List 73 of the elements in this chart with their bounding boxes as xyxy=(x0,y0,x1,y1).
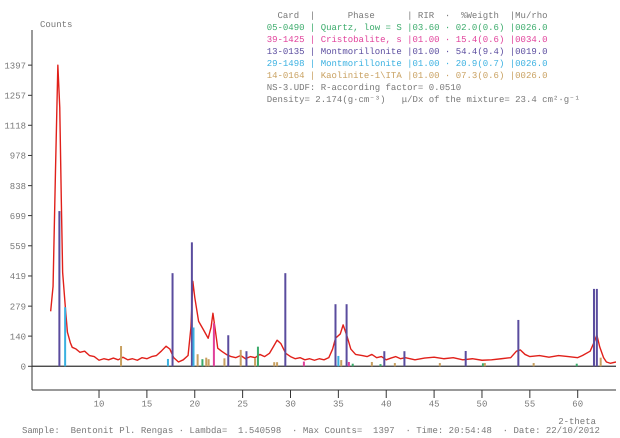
bar xyxy=(201,359,204,366)
bar xyxy=(438,363,441,366)
x-tick-label: 35 xyxy=(332,399,344,410)
bar xyxy=(276,362,278,366)
bar xyxy=(596,288,598,366)
bar xyxy=(284,273,286,366)
y-tick-label: 140 xyxy=(10,332,26,342)
bar xyxy=(190,242,193,366)
bar xyxy=(340,360,342,366)
bar xyxy=(254,358,256,366)
annotation: Density= 2.174(g·cm⁻³) μ/Dx of the mixture= 23.4 cm²·g⁻¹ xyxy=(266,94,580,106)
bar xyxy=(600,358,602,366)
bar xyxy=(196,354,199,366)
bar xyxy=(403,351,406,366)
x-tick-label: 30 xyxy=(285,399,296,410)
y-tick-label: 838 xyxy=(10,182,26,192)
x-tick-label: 45 xyxy=(428,399,440,410)
x-tick-label: 40 xyxy=(380,399,392,410)
bar xyxy=(370,362,373,366)
text: 05-0490 | Quartz, low = S |03.60 · 02.0(0.6) |0026.0 xyxy=(266,22,549,34)
x-tick-label: 15 xyxy=(141,399,152,410)
x-tick-label: 25 xyxy=(237,399,248,410)
annotation: NS-3.UDF: R-according factor= 0.0510 xyxy=(266,82,462,94)
legend-title: Card | Phase | RIR · %Weigth |Mu/rho xyxy=(276,10,549,22)
y-tick-label: 1118 xyxy=(4,121,26,132)
y-tick-label: 559 xyxy=(10,242,26,252)
bar xyxy=(464,350,467,366)
text: Sample: Bentonit Pl. Rengas · Lambda= 1.540598 · Max Counts= 1397 · Time: 20:54:48 · Date: 22/10/2012 xyxy=(22,426,600,436)
x-tick-label: 20 xyxy=(189,399,200,410)
bar xyxy=(394,363,396,366)
text: 13-0135 | Montmorillonite |01.00 · 54.4(9.4) |0019.0 xyxy=(266,46,549,58)
bar xyxy=(302,362,305,366)
bar xyxy=(334,304,336,366)
y-tick-label: 1397 xyxy=(4,61,26,72)
bar xyxy=(192,327,195,366)
y-tick-label: 279 xyxy=(10,302,26,312)
y-tick-label: 978 xyxy=(10,152,26,162)
bar xyxy=(227,335,230,366)
bar xyxy=(166,358,169,366)
bar xyxy=(352,364,354,366)
bar xyxy=(517,320,520,366)
x-tick-label: 50 xyxy=(476,399,488,410)
bar xyxy=(592,288,595,366)
bar xyxy=(346,304,348,366)
bar xyxy=(576,364,578,366)
y-tick-label: 0 xyxy=(20,362,26,372)
y-axis-title: Counts xyxy=(40,20,72,30)
bar xyxy=(208,359,210,366)
text: 39-1425 | Cristobalite, s |01.00 · 15.4(0.6) |0034.0 xyxy=(266,34,549,46)
x-tick-label: 10 xyxy=(94,399,104,410)
y-tick-label: 419 xyxy=(10,272,26,282)
bar xyxy=(273,362,276,366)
bar xyxy=(256,346,259,366)
bar xyxy=(58,211,60,366)
bar xyxy=(348,362,350,366)
x-tick-label: 55 xyxy=(524,399,536,410)
bar xyxy=(120,346,122,366)
bar xyxy=(337,356,340,366)
x-tick-label: 60 xyxy=(572,399,584,410)
bar xyxy=(212,323,215,366)
y-tick-label: 699 xyxy=(10,212,26,222)
bar xyxy=(205,358,208,366)
bar xyxy=(383,351,386,366)
bar xyxy=(223,358,226,366)
text: 14-0164 | Kaolinite-1\ITA |01.00 · 07.3(0.6) |0026.0 xyxy=(266,70,549,82)
bar xyxy=(245,351,248,366)
y-tick-label: 1257 xyxy=(4,92,26,102)
bar xyxy=(240,350,242,366)
bar xyxy=(532,363,535,366)
bar xyxy=(172,273,174,366)
bar xyxy=(64,307,66,366)
x-axis-title: 2-theta xyxy=(558,417,597,427)
text: 29-1498 | Montmorillonite |01.00 · 20.9(0.7) |0026.0 xyxy=(266,58,549,70)
